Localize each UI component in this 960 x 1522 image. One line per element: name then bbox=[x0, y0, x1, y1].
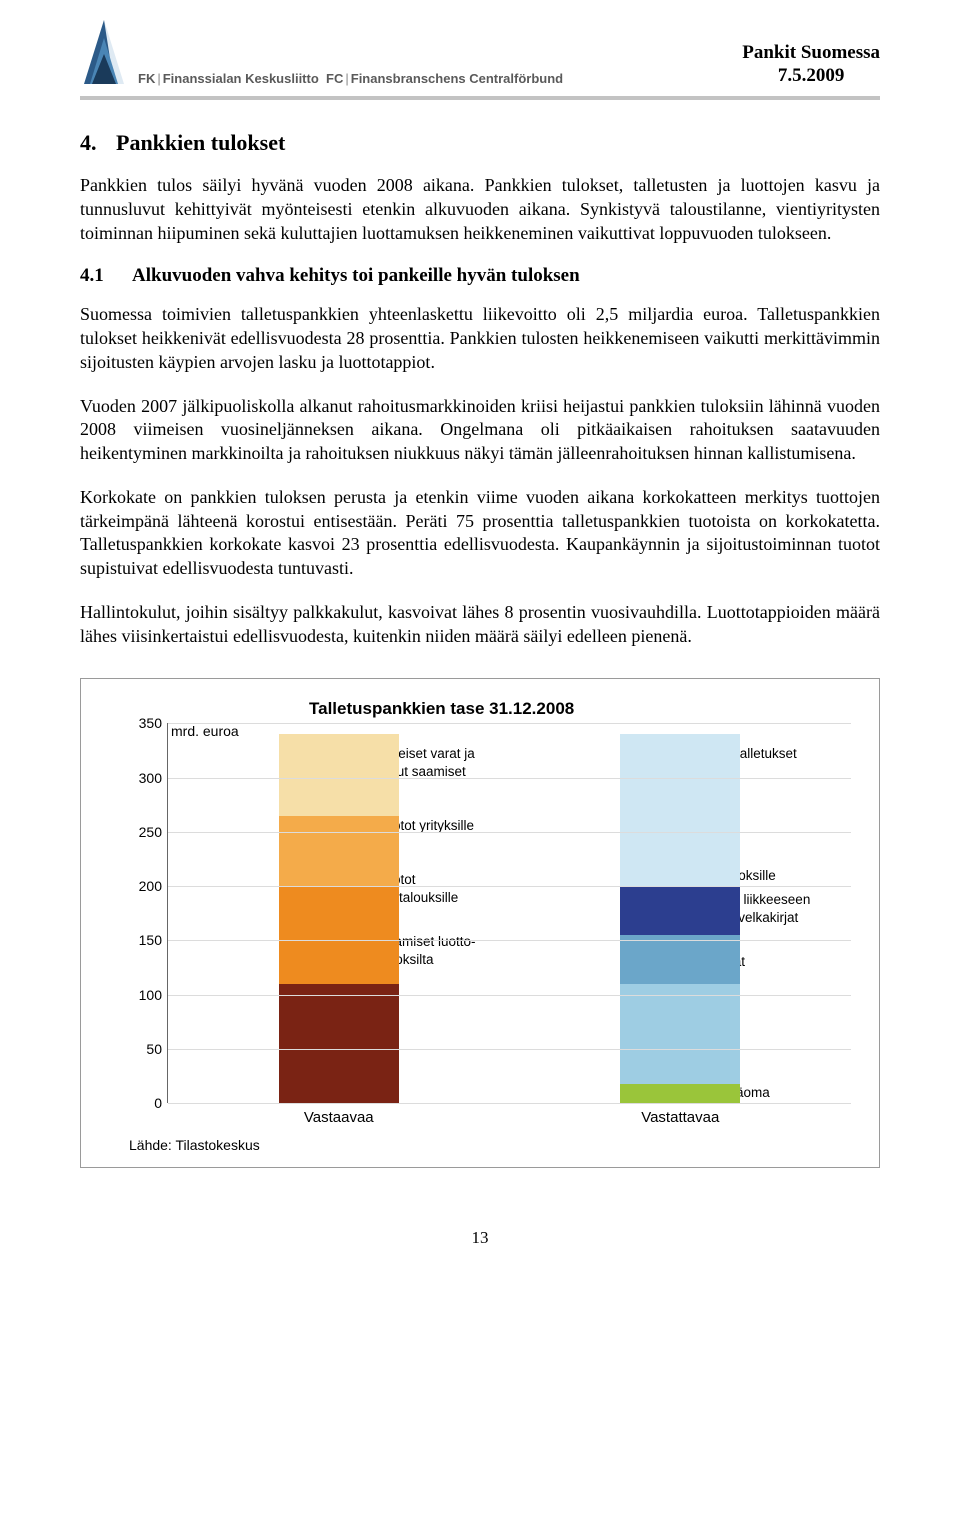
subsection-title: Alkuvuoden vahva kehitys toi pankeille h… bbox=[132, 265, 580, 286]
bar-column: Vastaavaa bbox=[168, 723, 510, 1103]
gridline bbox=[168, 1103, 851, 1104]
ytick-label: 0 bbox=[130, 1095, 162, 1111]
org-fi-prefix: FK bbox=[138, 71, 155, 86]
org-sv-prefix: FC bbox=[326, 71, 343, 86]
section-intro: Pankkien tulos säilyi hyvänä vuoden 2008… bbox=[80, 174, 880, 245]
subsection-num: 4.1 bbox=[80, 265, 132, 287]
chart-title: Talletuspankkien tase 31.12.2008 bbox=[309, 699, 851, 719]
chart-source: Lähde: Tilastokeskus bbox=[129, 1137, 851, 1153]
bar-segment-yleiseen_liikkeeseen bbox=[620, 935, 740, 984]
paragraph-4: Hallintokulut, joihin sisältyy palkkakul… bbox=[80, 601, 880, 649]
paragraph-3: Korkokate on pankkien tuloksen perusta j… bbox=[80, 486, 880, 581]
x-axis-label: Vastattavaa bbox=[641, 1109, 719, 1126]
bar-segment-velat_luottolaitoksille bbox=[620, 886, 740, 935]
page-header: FK|Finanssialan Keskusliitto FC|Finansbr… bbox=[80, 20, 880, 100]
x-axis-label: Vastaavaa bbox=[304, 1109, 374, 1126]
bar-segment-kateiset_varat bbox=[279, 734, 399, 815]
paragraph-1: Suomessa toimivien talletuspankkien yhte… bbox=[80, 303, 880, 374]
bar-segment-oma_paaoma bbox=[620, 1084, 740, 1104]
org-sv: Finansbranschens Centralförbund bbox=[351, 71, 563, 86]
gridline bbox=[168, 723, 851, 724]
stacked-bar bbox=[279, 734, 399, 1103]
gridline bbox=[168, 940, 851, 941]
bar-column: Vastattavaa bbox=[510, 723, 852, 1103]
logo-block: FK|Finanssialan Keskusliitto FC|Finansbr… bbox=[80, 20, 563, 90]
gridline bbox=[168, 778, 851, 779]
section-num: 4. bbox=[80, 130, 116, 156]
doc-title: Pankit Suomessa bbox=[742, 41, 880, 65]
bar-segment-luotot_kotitalouksille bbox=[279, 886, 399, 984]
fk-logo-icon bbox=[80, 20, 128, 90]
doc-date: 7.5.2009 bbox=[742, 64, 880, 88]
paragraph-2: Vuoden 2007 jälkipuoliskolla alkanut rah… bbox=[80, 395, 880, 466]
ytick-label: 300 bbox=[130, 770, 162, 786]
balance-chart: Talletuspankkien tase 31.12.2008 mrd. eu… bbox=[80, 678, 880, 1168]
bar-segment-yleison_talletukset bbox=[620, 734, 740, 886]
ytick-label: 350 bbox=[130, 715, 162, 731]
bar-segment-saamiset_luottolaitoksilta bbox=[279, 984, 399, 1103]
gridline bbox=[168, 832, 851, 833]
ytick-label: 50 bbox=[130, 1041, 162, 1057]
section-title: Pankkien tulokset bbox=[116, 130, 285, 155]
gridline bbox=[168, 886, 851, 887]
gridline bbox=[168, 1049, 851, 1050]
section-heading: 4.Pankkien tulokset bbox=[80, 130, 880, 156]
ytick-label: 200 bbox=[130, 878, 162, 894]
bar-segment-muut_erat bbox=[620, 984, 740, 1084]
gridline bbox=[168, 995, 851, 996]
org-fi: Finanssialan Keskusliitto bbox=[163, 71, 319, 86]
subsection-heading: 4.1Alkuvuoden vahva kehitys toi pankeill… bbox=[80, 265, 880, 287]
ytick-label: 150 bbox=[130, 932, 162, 948]
header-right: Pankit Suomessa 7.5.2009 bbox=[742, 41, 880, 91]
org-name: FK|Finanssialan Keskusliitto FC|Finansbr… bbox=[138, 71, 563, 90]
stacked-bar bbox=[620, 734, 740, 1103]
ytick-label: 100 bbox=[130, 987, 162, 1003]
bar-segment-luotot_yrityksille bbox=[279, 816, 399, 887]
chart-plot: Käteiset varat ja muut saamiset Luotot y… bbox=[167, 723, 851, 1103]
page-number: 13 bbox=[80, 1228, 880, 1248]
ytick-label: 250 bbox=[130, 824, 162, 840]
